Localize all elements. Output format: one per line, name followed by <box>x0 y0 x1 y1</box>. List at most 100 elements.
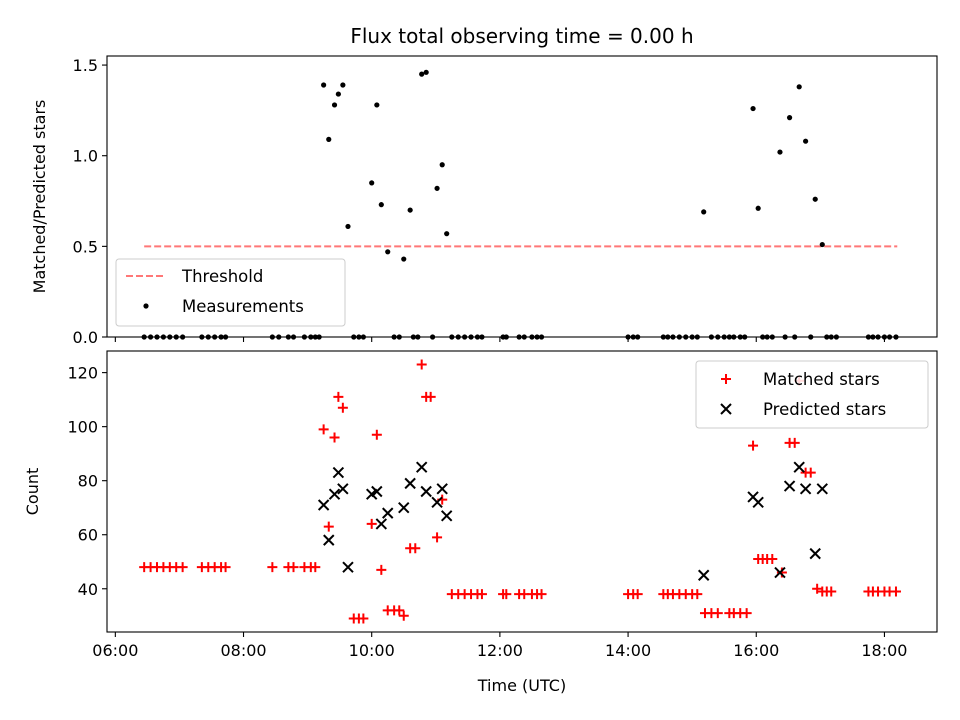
top-plot: 0.0 0.5 1.0 1.5 Matched/Predicted stars Thres… <box>30 55 938 347</box>
data-point <box>326 136 332 142</box>
data-point <box>323 534 335 546</box>
legend-label: Matched stars <box>763 370 880 389</box>
data-point <box>177 562 188 573</box>
data-point <box>434 185 440 191</box>
data-point <box>501 589 512 600</box>
data-point <box>404 477 416 490</box>
data-point <box>793 461 805 473</box>
y-tick-label: 100 <box>67 418 98 437</box>
legend-box <box>695 360 929 429</box>
data-point <box>419 71 425 77</box>
data-point <box>410 543 421 554</box>
data-point <box>432 532 443 543</box>
legend-predicted-swatch <box>720 403 732 415</box>
chart-title: Flux total observing time = 0.00 h <box>350 24 693 48</box>
data-point <box>803 138 809 144</box>
data-point <box>809 547 821 560</box>
x-axis-label: Time (UTC) <box>477 676 566 695</box>
data-point <box>267 562 278 573</box>
y-axis-label: Matched/Predicted stars <box>30 100 49 294</box>
x-tick-label: 18:00 <box>861 641 907 660</box>
x-tick-label: 08:00 <box>220 641 266 660</box>
data-point <box>444 231 450 237</box>
data-point <box>331 102 338 108</box>
data-point <box>439 162 445 168</box>
y-tick-label: 1.5 <box>73 56 98 75</box>
data-point <box>789 437 800 448</box>
legend-label: Predicted stars <box>763 400 886 419</box>
data-point <box>416 359 427 370</box>
data-point <box>323 521 334 532</box>
y-tick-label: 80 <box>78 472 98 491</box>
data-point <box>712 608 723 619</box>
data-point <box>415 461 428 473</box>
data-point <box>337 402 348 413</box>
series-matched-stars <box>139 359 901 624</box>
data-point <box>436 483 448 495</box>
data-point <box>371 429 382 440</box>
data-point <box>750 105 756 112</box>
data-point <box>337 483 349 495</box>
data-point <box>536 589 547 600</box>
data-point <box>376 564 387 575</box>
data-point <box>398 610 409 621</box>
data-point <box>375 518 388 530</box>
data-point <box>692 589 703 600</box>
data-point <box>767 554 778 565</box>
legend-label: Threshold <box>181 267 263 286</box>
data-point <box>805 467 816 478</box>
data-point <box>476 589 487 600</box>
bottom-plot: 40 60 80 100 120 06:00 08:00 10:00 12:00 14:00 16:… <box>23 350 938 695</box>
data-point <box>366 518 377 529</box>
y-tick-label: 0.5 <box>73 237 98 256</box>
data-point <box>819 241 825 248</box>
y-tick-label: 40 <box>78 580 98 599</box>
data-point <box>425 391 436 402</box>
y-tick-label: 60 <box>78 526 98 545</box>
data-point <box>701 209 707 215</box>
data-point <box>812 196 818 202</box>
data-point <box>394 605 405 616</box>
data-point <box>783 480 796 492</box>
data-point <box>826 586 837 597</box>
data-point <box>420 485 432 498</box>
data-point <box>374 102 380 108</box>
data-point <box>335 91 341 97</box>
legend: Matched stars Predicted stars <box>695 360 929 429</box>
data-point <box>748 440 759 451</box>
data-point <box>318 424 329 435</box>
data-point <box>431 496 443 509</box>
y-tick-label: 120 <box>67 364 98 383</box>
data-point <box>799 483 812 495</box>
y-tick-label: 0.0 <box>73 328 98 347</box>
axes-frame <box>106 350 938 633</box>
x-tick-label: 12:00 <box>477 641 523 660</box>
data-point <box>786 115 793 121</box>
legend-box <box>115 258 346 327</box>
data-point <box>752 496 764 509</box>
data-point <box>328 488 341 500</box>
data-point <box>776 567 787 578</box>
series-predicted-stars <box>317 461 828 581</box>
data-point <box>777 149 783 155</box>
data-point <box>398 502 410 514</box>
axes-frame <box>106 55 938 338</box>
data-point <box>440 510 453 522</box>
y-tick-label: 1.0 <box>73 147 98 166</box>
data-point <box>321 82 327 88</box>
x-tick-label: 06:00 <box>92 641 138 660</box>
data-point <box>774 566 786 579</box>
data-point <box>332 466 345 479</box>
data-point <box>632 589 643 600</box>
legend-matched-swatch <box>721 374 731 384</box>
data-point <box>220 562 231 573</box>
legend: Threshold Measurements <box>115 258 346 327</box>
data-point <box>345 223 351 230</box>
data-point <box>423 69 429 75</box>
data-point <box>890 586 901 597</box>
data-point <box>310 562 321 573</box>
x-tick-label: 10:00 <box>349 641 395 660</box>
x-tick-label: 16:00 <box>733 641 779 660</box>
data-point <box>385 249 391 255</box>
